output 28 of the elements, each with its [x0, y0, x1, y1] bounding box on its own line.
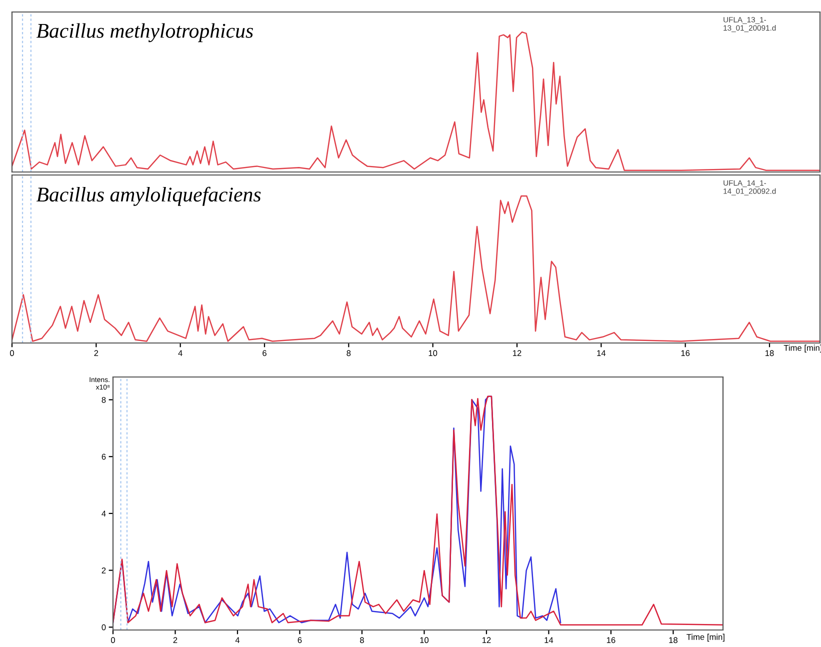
x-tick-label: 8: [360, 637, 364, 644]
x-tick-label: 14: [597, 350, 606, 356]
x-tick-label: 4: [235, 637, 240, 643]
x-tick-label: 4: [178, 350, 182, 356]
x-tick-label: 6: [298, 637, 302, 644]
x-tick-label: 16: [606, 637, 616, 644]
x-axis-title: Time [min]: [686, 634, 724, 642]
y-tick-label: 2: [102, 568, 106, 574]
x-tick-label: 18: [669, 637, 678, 644]
x-tick-label: 18: [766, 350, 774, 356]
x-tick-label: 14: [544, 637, 554, 643]
chart-title: Bacillus methylotrophicus: [36, 23, 253, 42]
x-tick-label: 10: [428, 350, 438, 356]
x-tick-label: 12: [482, 637, 491, 643]
x-tick-label: 16: [681, 350, 690, 356]
x-tick-label: 0: [111, 637, 115, 644]
y-tick-label: 8: [102, 396, 106, 403]
x-tick-label: 2: [173, 637, 178, 643]
x-tick-label: 10: [420, 637, 429, 644]
x-tick-label: 0: [10, 350, 14, 356]
y-tick-label: 0: [102, 624, 106, 630]
x-tick-label: 6: [262, 350, 266, 356]
x-tick-label: 2: [94, 350, 98, 356]
y-tick-label: 6: [102, 454, 106, 460]
y-tick-label: 4: [102, 510, 106, 516]
chart-title: Bacillus amyloliquefaciens: [36, 186, 261, 206]
x-tick-label: 8: [346, 350, 351, 356]
x-tick-label: 12: [513, 350, 522, 356]
